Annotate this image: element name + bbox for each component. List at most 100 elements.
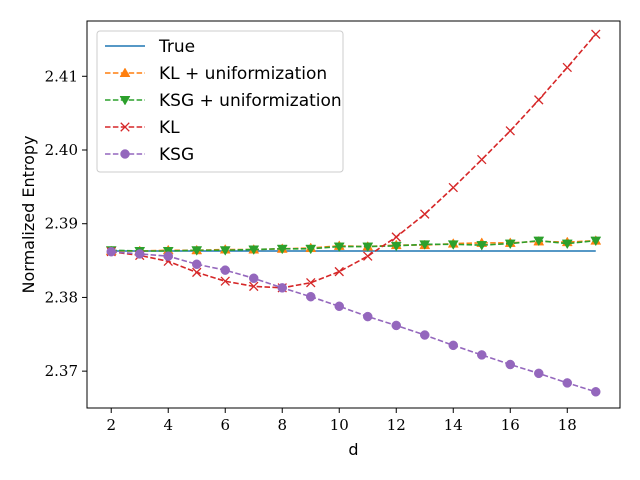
legend-entry: KSG + uniformization [105,91,342,111]
tick-layer: 2 4 6 8 10 12 14 16 18 2.37 2.38 2.39 2.40 2.41 [45,67,577,434]
x-marker-stroke [363,251,373,261]
x-marker [249,281,259,292]
circle-marker [305,291,316,302]
circle-marker [562,378,573,388]
triangle-down-marker [390,241,402,252]
circle-marker [448,340,459,351]
x-marker-stroke [591,29,601,39]
y-tick-label: 2.40 [45,141,78,159]
x-marker [220,276,230,286]
circle-marker [163,251,173,261]
x-marker-stroke [420,209,430,219]
triangle-down-marker [447,240,459,250]
series-layer [105,29,602,397]
triangle-down-marker [276,244,288,255]
x-marker [334,266,344,277]
legend-entry: KSG [105,145,194,165]
x-marker-stroke [120,122,130,132]
x-marker-stroke [334,266,344,277]
x-marker-stroke [306,277,316,288]
circle-marker [106,246,116,257]
x-marker-stroke [448,182,458,193]
x-tick-label: 14 [444,416,463,434]
circle-marker [277,283,287,293]
x-marker [477,154,487,165]
circle-marker [334,301,344,312]
legend-entry: True [105,37,195,57]
legend-label: KSG + uniformization [159,91,342,111]
x-marker [192,267,202,278]
y-axis-label: Normalized Entropy [19,136,38,294]
triangle-down-marker [533,236,545,247]
x-tick-label: 10 [330,416,349,434]
circle-marker [420,330,430,340]
circle-marker [534,368,544,379]
circle-marker [363,311,373,322]
triangle-down-marker [191,246,203,256]
series-line [111,250,597,393]
legend-label: KSG [159,145,194,165]
x-marker-stroke [477,154,487,165]
legend-label: KL [159,118,180,138]
x-marker-stroke [534,95,544,105]
circle-marker [477,350,487,360]
triangle-down-marker [419,240,431,250]
triangle-down-marker [590,236,602,247]
triangle-down-marker [119,96,131,106]
circle-marker [591,387,601,397]
x-tick-label: 6 [220,416,230,434]
x-marker [420,209,430,219]
triangle-down-marker [504,239,516,250]
legend-entry: KL + uniformization [105,64,327,84]
circle-marker [191,259,202,270]
x-marker [448,182,458,193]
circle-marker [248,273,259,284]
x-tick-label: 2 [106,416,116,434]
x-marker [120,122,130,132]
x-tick-label: 12 [387,416,406,434]
legend-entry: KL [105,118,180,138]
circle-marker [505,359,516,370]
x-marker [363,251,373,261]
legend-label: KL + uniformization [159,64,327,84]
triangle-down-marker [362,242,374,253]
x-marker [534,95,544,105]
x-tick-label: 8 [277,416,287,434]
legend: True KL + uniformization KSG + uniformizat… [96,30,344,173]
y-tick-label: 2.39 [45,215,78,233]
series-line [111,239,596,252]
x-marker-stroke [192,267,202,278]
x-tick-label: 16 [501,416,520,434]
x-marker-stroke [220,276,230,286]
legend-label: True [158,37,195,57]
x-marker [505,126,515,136]
circle-marker [120,149,130,159]
x-marker-stroke [505,126,515,136]
x-marker [591,29,601,39]
x-tick-label: 18 [558,416,577,434]
series-ksg [106,246,601,397]
x-marker [391,232,401,242]
triangle-down-marker [219,246,231,256]
triangle-down-marker [248,245,260,256]
x-marker-stroke [391,232,401,242]
circle-marker [220,265,230,275]
series-line [111,33,597,289]
circle-marker [134,249,145,259]
x-marker-stroke [562,62,572,73]
x-marker [306,277,316,288]
triangle-down-marker [333,242,345,253]
circle-marker [391,320,402,331]
y-tick-label: 2.37 [45,362,78,380]
triangle-down-marker [561,239,573,250]
y-tick-label: 2.38 [45,288,78,306]
legend-box [96,30,344,173]
y-tick-label: 2.41 [45,67,78,85]
triangle-down-marker [305,244,317,255]
triangle-down-marker [476,241,488,251]
x-tick-label: 4 [163,416,173,434]
triangle-up-marker [119,67,131,77]
x-marker [562,62,572,73]
x-axis-label: d [348,440,358,459]
